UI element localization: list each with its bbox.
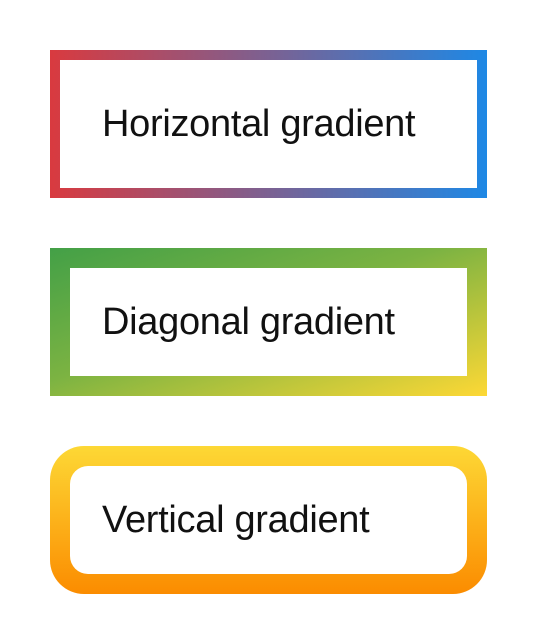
vertical-gradient-box: Vertical gradient [50, 446, 487, 594]
diagonal-gradient-box: Diagonal gradient [50, 248, 487, 396]
vertical-gradient-inner: Vertical gradient [70, 466, 467, 574]
horizontal-gradient-label: Horizontal gradient [102, 102, 416, 145]
diagonal-gradient-inner: Diagonal gradient [70, 268, 467, 376]
vertical-gradient-label: Vertical gradient [102, 498, 370, 541]
horizontal-gradient-box: Horizontal gradient [50, 50, 487, 198]
horizontal-gradient-inner: Horizontal gradient [60, 60, 477, 188]
diagonal-gradient-label: Diagonal gradient [102, 300, 395, 343]
